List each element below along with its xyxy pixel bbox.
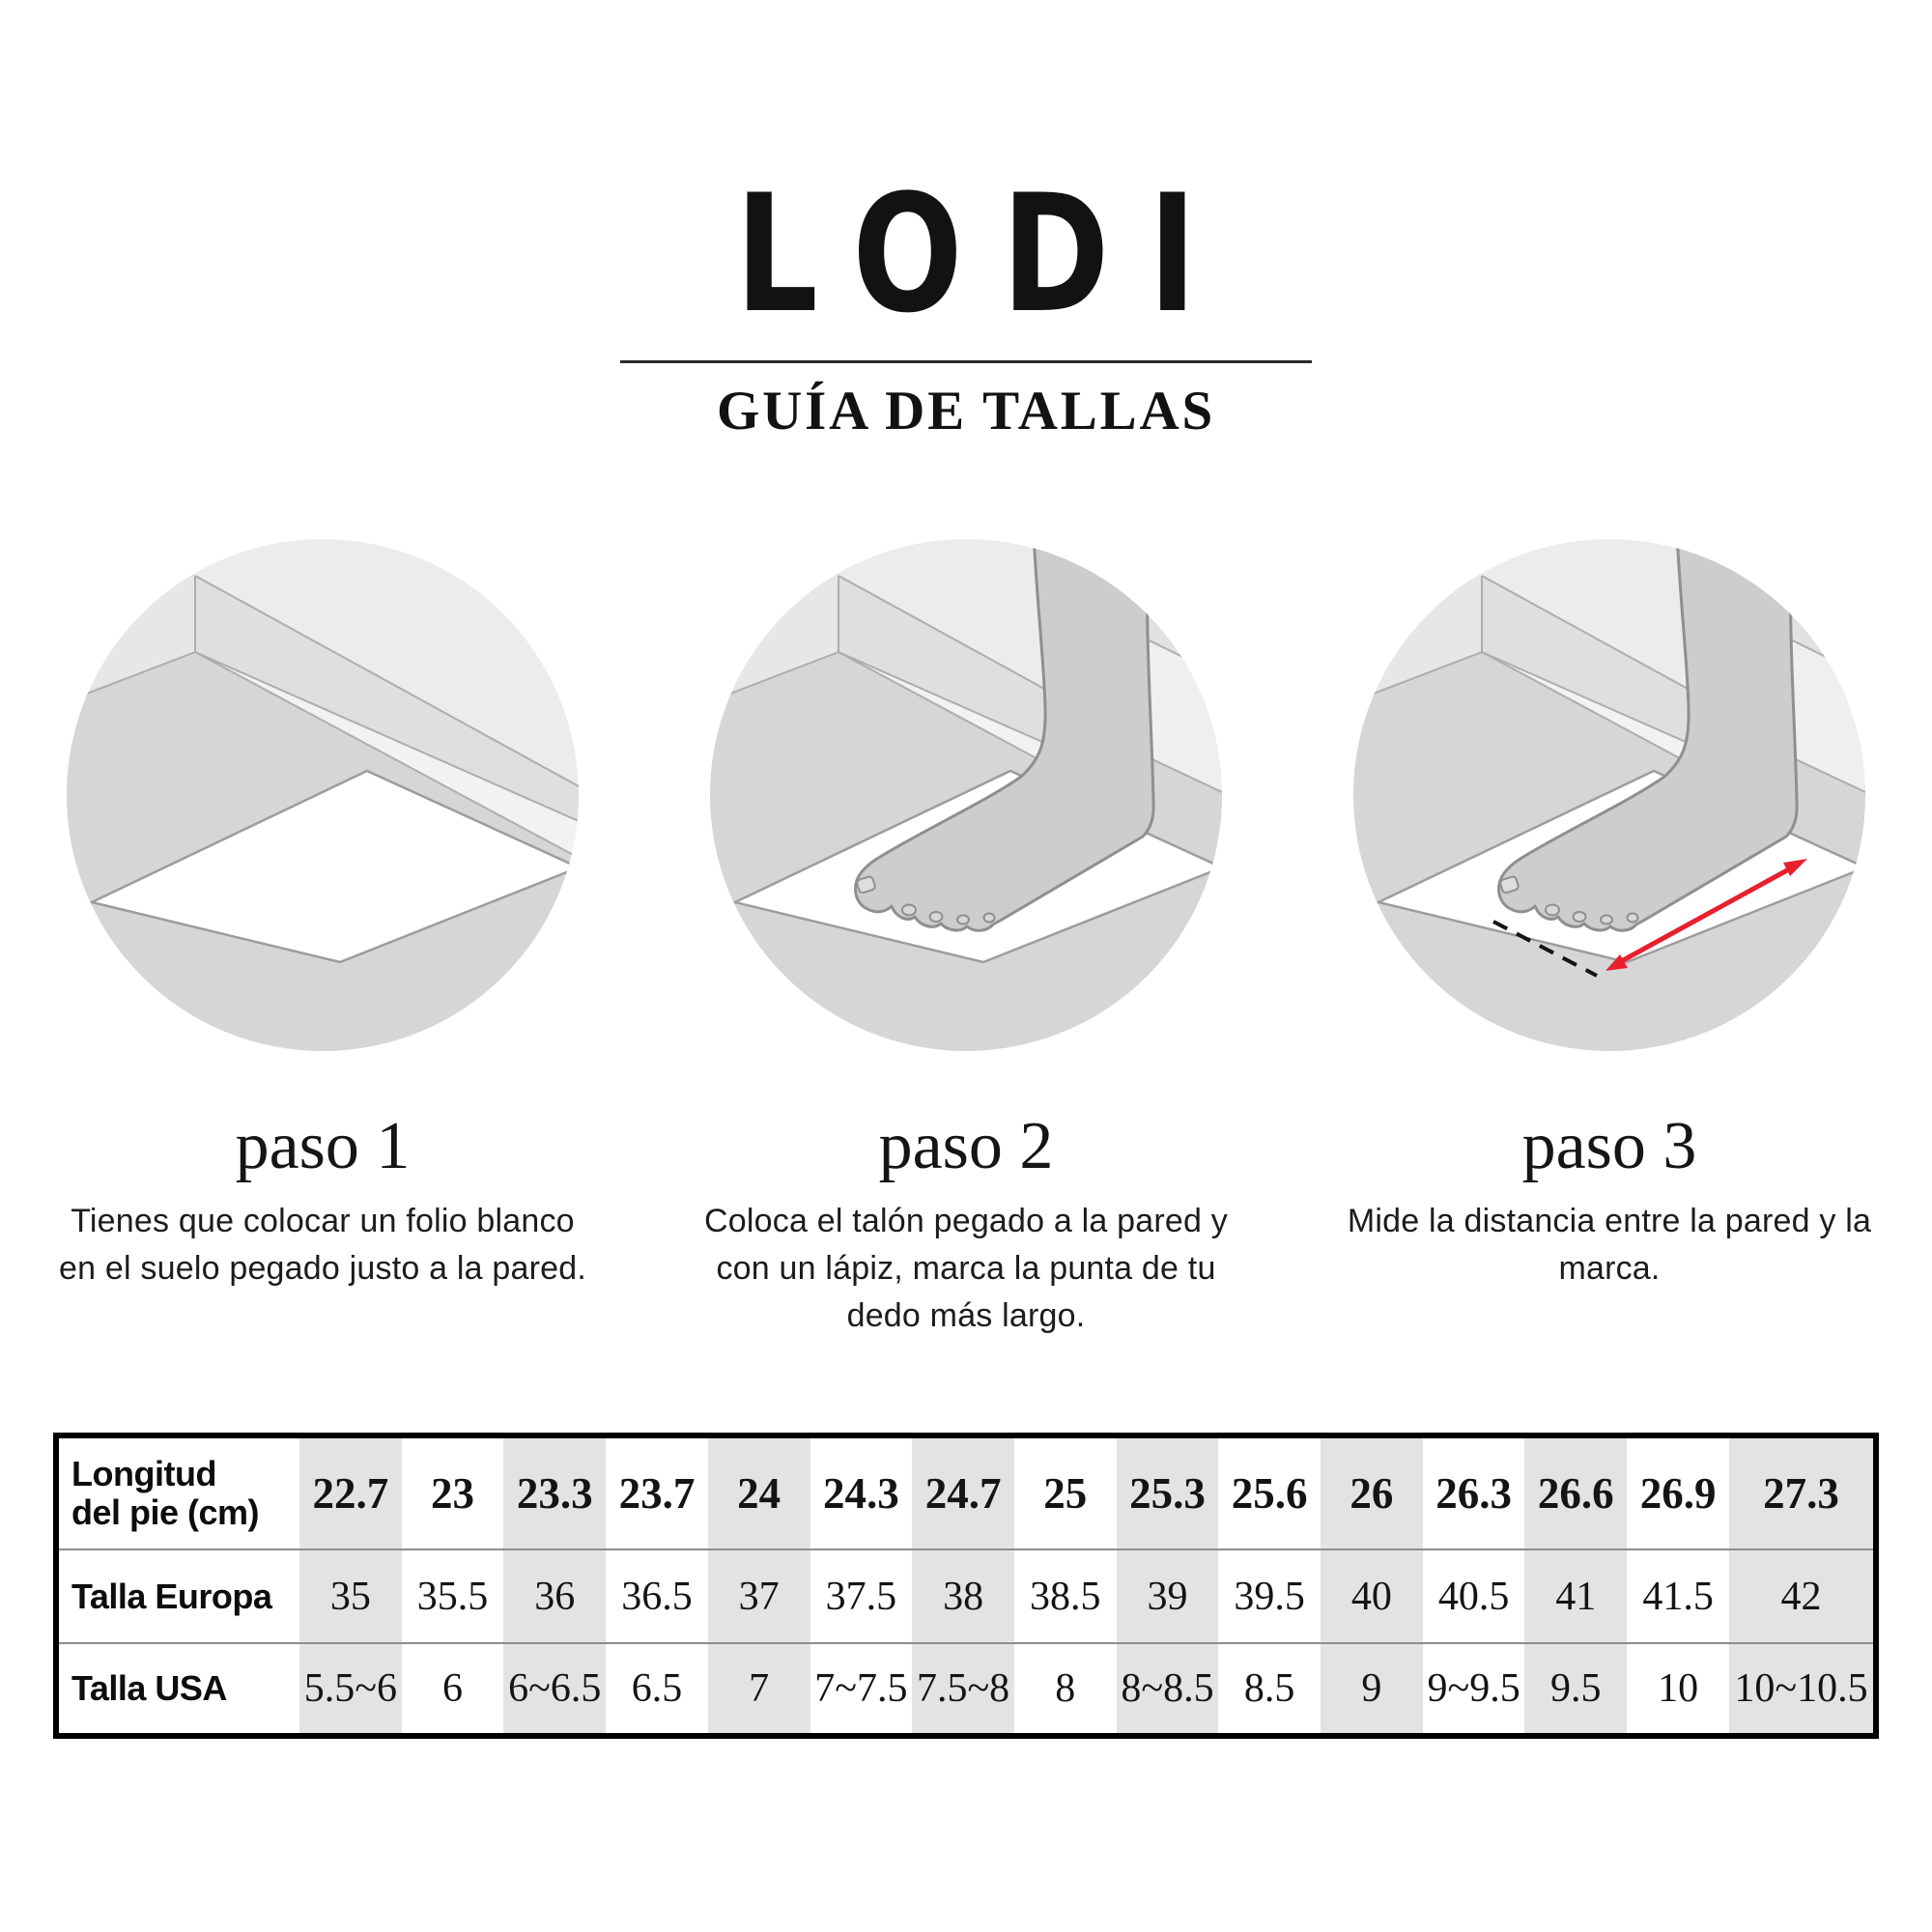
row-label-foot-length: Longitud del pie (cm) — [71, 1453, 260, 1533]
toe-nail — [1626, 912, 1639, 923]
size-cell: 25.3 — [1116, 1435, 1219, 1550]
foot-illustration — [854, 539, 1155, 933]
steps-row: paso 1 Tienes que colocar un folio blanc… — [0, 539, 1932, 1340]
size-cell: 41.5 — [1627, 1548, 1729, 1644]
size-cell: 27.3 — [1729, 1435, 1876, 1550]
size-cell: 39 — [1116, 1548, 1219, 1644]
step-3: paso 3 Mide la distancia entre la pared … — [1338, 539, 1881, 1340]
step-1: paso 1 Tienes que colocar un folio blanc… — [51, 539, 594, 1340]
step-2-description: Coloca el talón pegado a la pared y con … — [704, 1203, 1228, 1335]
toe-nail — [928, 911, 944, 923]
step-2-illustration — [710, 539, 1222, 1052]
size-cell: 26.9 — [1639, 1469, 1717, 1519]
foot-illustration — [1497, 539, 1799, 933]
size-cell: 9.5 — [1524, 1642, 1628, 1737]
toe-nail — [1545, 903, 1560, 917]
foot-shape — [854, 539, 1155, 933]
step-2-title: paso 2 — [878, 1109, 1054, 1184]
size-cell: 39.5 — [1218, 1548, 1321, 1644]
toe-nail — [1600, 914, 1613, 925]
size-cell: 23 — [431, 1469, 475, 1519]
toe-nail — [982, 912, 996, 923]
toe-nail — [1572, 911, 1587, 923]
big-toe-nail — [856, 875, 876, 895]
size-cell: 25.6 — [1231, 1469, 1308, 1519]
size-cell: 26 — [1321, 1435, 1423, 1550]
toe-nail — [956, 914, 970, 925]
size-cell: 36.5 — [606, 1548, 708, 1644]
size-cell: 9~9.5 — [1422, 1642, 1525, 1737]
size-cell: 23.3 — [503, 1435, 607, 1550]
row-talla-europa: Talla Europa 35 35.5 36 36.5 37 37.5 38 … — [56, 1548, 1876, 1644]
row-foot-length: Longitud del pie (cm) 22.7 23 23.3 23.7 … — [56, 1435, 1876, 1550]
size-cell: 24.7 — [912, 1435, 1014, 1550]
row-label-talla-usa: Talla USA — [56, 1642, 299, 1737]
size-cell: 26.3 — [1435, 1469, 1512, 1519]
size-cell: 7.5~8 — [912, 1642, 1014, 1737]
step-3-title: paso 3 — [1521, 1109, 1697, 1184]
size-cell: 10~10.5 — [1729, 1642, 1876, 1737]
size-cell: 8~8.5 — [1116, 1642, 1219, 1737]
size-cell: 35.5 — [401, 1548, 504, 1644]
page-title: GUÍA DE TALLAS — [716, 381, 1216, 442]
size-cell: 10 — [1627, 1642, 1729, 1737]
toe-nail — [901, 903, 917, 917]
size-cell: 22.7 — [299, 1435, 402, 1550]
size-cell: 5.5~6 — [299, 1642, 402, 1737]
row-talla-usa: Talla USA 5.5~6 6 6~6.5 6.5 7 7~7.5 7.5~… — [56, 1642, 1876, 1737]
size-cell: 38 — [912, 1548, 1014, 1644]
step-2: paso 2 Coloca el talón pegado a la pared… — [695, 539, 1237, 1340]
size-cell: 9 — [1321, 1642, 1423, 1737]
pencil-mark-dashed-line — [1492, 920, 1598, 979]
size-cell: 36 — [503, 1548, 607, 1644]
size-cell: 23.7 — [618, 1469, 696, 1519]
size-cell: 40.5 — [1422, 1548, 1525, 1644]
step-1-illustration — [67, 539, 579, 1052]
size-cell: 24 — [707, 1435, 810, 1550]
size-cell: 7~7.5 — [810, 1642, 913, 1737]
row-label-talla-europa: Talla Europa — [56, 1548, 299, 1644]
measure-arrow — [1605, 859, 1807, 972]
step-1-description: Tienes que colocar un folio blanco en el… — [59, 1203, 586, 1288]
size-cell: 35 — [299, 1548, 402, 1644]
size-cell: 42 — [1729, 1548, 1876, 1644]
size-cell: 6 — [401, 1642, 504, 1737]
foot-shape — [1497, 539, 1799, 933]
wall-edges — [67, 575, 579, 860]
size-cell: 7 — [707, 1642, 810, 1737]
step-3-illustration — [1353, 539, 1865, 1052]
size-cell: 6.5 — [606, 1642, 708, 1737]
size-cell: 37.5 — [810, 1548, 913, 1644]
step-3-description: Mide la distancia entre la pared y la ma… — [1347, 1203, 1872, 1288]
size-table: Longitud del pie (cm) 22.7 23 23.3 23.7 … — [53, 1433, 1879, 1740]
size-cell: 25 — [1043, 1469, 1088, 1519]
step-1-title: paso 1 — [235, 1109, 411, 1184]
size-cell: 26.6 — [1524, 1435, 1628, 1550]
size-cell: 40 — [1321, 1548, 1423, 1644]
big-toe-nail — [1499, 875, 1520, 895]
logo-underline — [620, 360, 1312, 364]
size-cell: 41 — [1524, 1548, 1628, 1644]
brand-logo: LODI — [735, 159, 1236, 349]
baseboard-top — [195, 576, 579, 822]
brand-header: LODI GUÍA DE TALLAS — [0, 0, 1932, 442]
size-cell: 8 — [1013, 1642, 1117, 1737]
size-cell: 8.5 — [1218, 1642, 1321, 1737]
size-cell: 38.5 — [1013, 1548, 1117, 1644]
size-cell: 6~6.5 — [503, 1642, 607, 1737]
size-cell: 37 — [707, 1548, 810, 1644]
paper-sheet — [88, 770, 579, 964]
size-cell: 24.3 — [822, 1469, 899, 1519]
size-table-section: Longitud del pie (cm) 22.7 23 23.3 23.7 … — [53, 1433, 1879, 1740]
